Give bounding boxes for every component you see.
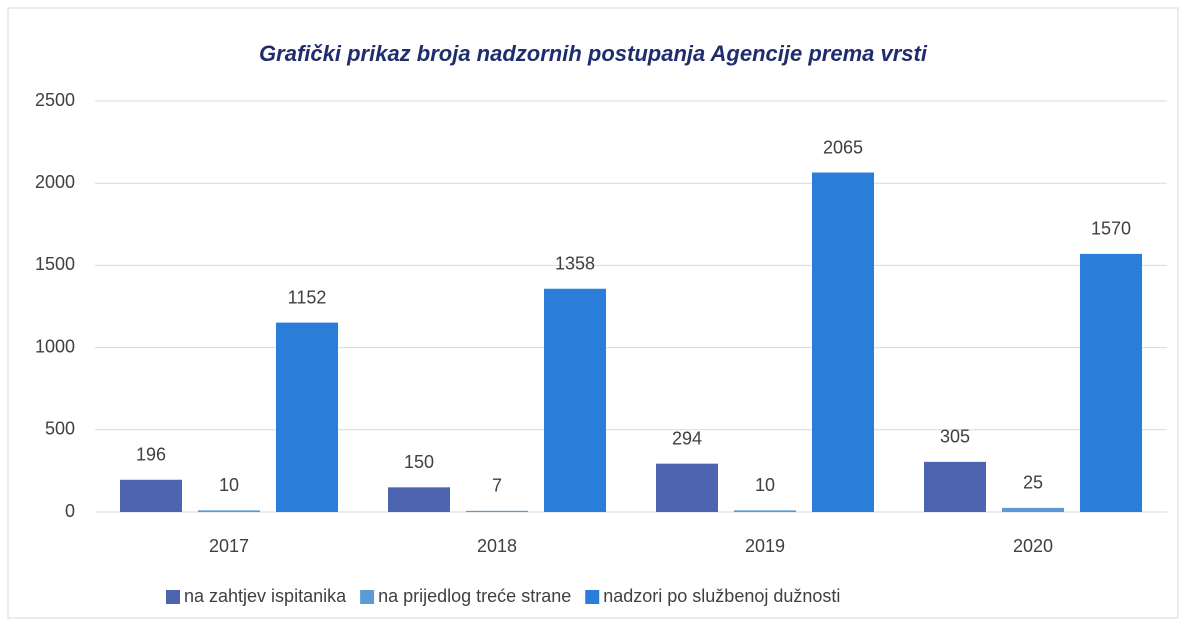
legend-swatch bbox=[166, 590, 180, 604]
bar bbox=[1080, 253, 1142, 512]
bar bbox=[120, 479, 182, 512]
y-tick-label: 1000 bbox=[35, 336, 75, 356]
legend-label: na zahtjev ispitanika bbox=[184, 586, 347, 606]
data-label: 150 bbox=[404, 452, 434, 472]
y-tick-label: 2000 bbox=[35, 172, 75, 192]
bar bbox=[276, 322, 338, 512]
bar bbox=[198, 510, 260, 512]
y-tick-label: 500 bbox=[45, 419, 75, 439]
legend-label: na prijedlog treće strane bbox=[378, 586, 571, 606]
bar bbox=[466, 510, 528, 512]
legend-swatch bbox=[360, 590, 375, 604]
x-tick-label: 2019 bbox=[745, 536, 785, 556]
y-tick-label: 2500 bbox=[35, 90, 75, 110]
legend-label: nadzori po službenoj dužnosti bbox=[603, 586, 840, 606]
bar bbox=[734, 510, 796, 512]
bar bbox=[656, 463, 718, 512]
data-label: 2065 bbox=[823, 137, 863, 157]
data-label: 7 bbox=[492, 476, 502, 496]
bar bbox=[388, 487, 450, 512]
data-label: 196 bbox=[136, 445, 166, 465]
y-tick-label: 1500 bbox=[35, 254, 75, 274]
data-label: 1570 bbox=[1091, 219, 1131, 239]
x-tick-label: 2020 bbox=[1013, 536, 1053, 556]
bar bbox=[544, 288, 606, 512]
x-tick-label: 2017 bbox=[209, 536, 249, 556]
legend-swatch bbox=[585, 590, 600, 604]
y-tick-label: 0 bbox=[65, 501, 75, 521]
data-label: 294 bbox=[672, 428, 702, 448]
chart-title: Grafički prikaz broja nadzornih postupan… bbox=[259, 41, 928, 66]
data-label: 25 bbox=[1023, 473, 1043, 493]
bar bbox=[812, 172, 874, 512]
data-label: 305 bbox=[940, 427, 970, 447]
data-label: 10 bbox=[219, 475, 239, 495]
bar bbox=[924, 461, 986, 512]
data-label: 1358 bbox=[555, 253, 595, 273]
data-label: 10 bbox=[755, 475, 775, 495]
x-tick-label: 2018 bbox=[477, 536, 517, 556]
data-label: 1152 bbox=[288, 287, 327, 307]
bar bbox=[1002, 507, 1064, 512]
